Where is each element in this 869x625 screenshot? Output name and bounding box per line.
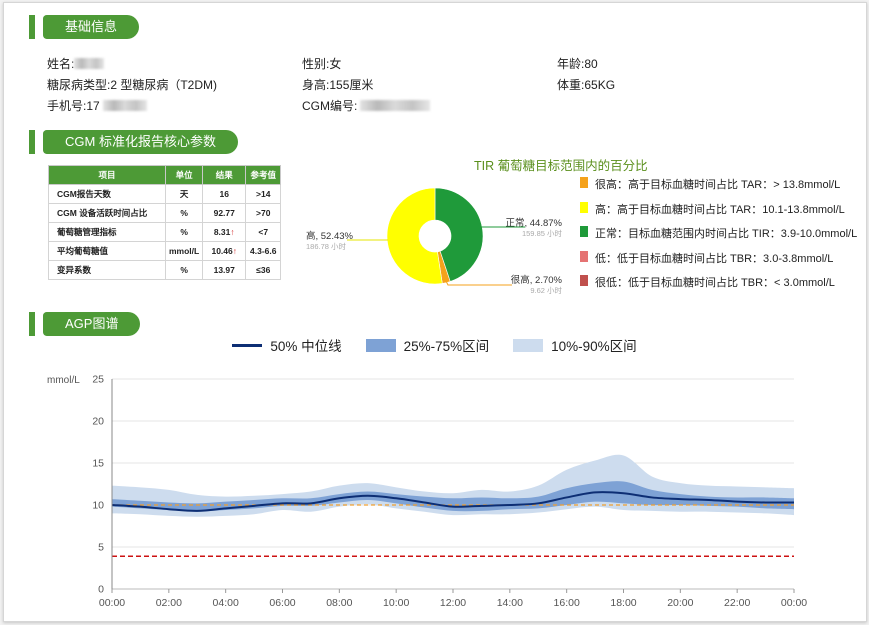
patient-name: 姓名: [47,55,105,72]
patient-phone: 手机号:17 [47,97,147,114]
section-marker [29,130,35,154]
section-agp: AGP图谱 [29,312,141,336]
y-tick-label: 5 [98,542,104,554]
section-core-params: CGM 标准化报告核心参数 [29,130,238,154]
x-tick-label: 10:00 [383,597,409,609]
section-title: AGP图谱 [43,312,141,336]
table-header-row: 项目 单位 结果 参考值 [48,165,282,185]
patient-age: 年龄:80 [557,57,598,71]
x-tick-label: 06:00 [269,597,295,609]
y-tick-label: 0 [98,584,104,596]
legend-item: 高：高于目标血糖时间占比 TAR：10.1-13.8mmol/L [580,201,857,226]
swatch-normal [580,226,588,237]
patient-weight: 体重:65KG [557,78,616,92]
x-tick-label: 00:00 [99,597,125,609]
agp-legend: 50% 中位线 25%-75%区间 10%-90%区间 [0,335,869,355]
redacted-phone [102,100,147,111]
y-axis-unit: mmol/L [47,375,80,386]
legend-item: 很低：低于目标血糖时间占比 TBR：< 3.0mmol/L [580,274,857,299]
y-tick-label: 10 [92,500,104,512]
x-tick-label: 00:00 [781,597,807,609]
x-tick-label: 16:00 [554,597,580,609]
tir-legend: 很高：高于目标血糖时间占比 TAR：> 13.8mmol/L 高：高于目标血糖时… [580,176,857,299]
section-marker [29,312,35,336]
swatch-low [580,250,588,262]
median-swatch [232,343,263,347]
y-tick-label: 15 [92,458,104,470]
swatch-high [580,201,588,213]
legend-item: 很高：高于目标血糖时间占比 TAR：> 13.8mmol/L [580,176,857,201]
cell-unit: % [164,222,204,242]
table-row: 变异系数 % 13.97 ≤36 [48,260,282,280]
x-tick-label: 18:00 [610,597,636,609]
col-result: 结果 [202,165,247,185]
tir-title: TIR 葡萄糖目标范围内的百分比 [474,159,648,173]
section-title: CGM 标准化报告核心参数 [43,130,238,154]
legend-item: 正常：目标血糖范围内时间占比 TIR：3.9-10.0mmol/L [580,225,857,250]
y-tick-label: 25 [92,374,104,386]
p10-90-swatch [513,338,544,352]
cgm-id: CGM编号: [302,97,431,114]
core-params-table: 项目 单位 结果 参考值 CGM报告天数 天 16 >14 CGM 设备活跃时间… [48,165,282,280]
table-row: CGM 设备活跃时间占比 % 92.77 >70 [48,203,282,223]
section-marker [29,15,35,39]
x-tick-label: 02:00 [156,597,182,609]
cell-ref: ≤36 [245,260,282,280]
patient-gender: 性别:女 [302,57,342,71]
legend-p10-90: 10%-90%区间 [513,335,637,355]
up-arrow-icon: ↑ [232,246,237,256]
table-row: CGM报告天数 天 16 >14 [48,184,282,204]
section-basic-info: 基础信息 [29,15,140,39]
legend-item: 低：低于目标血糖时间占比 TBR：3.0-3.8mmol/L [580,250,857,275]
x-tick-label: 08:00 [326,597,352,609]
swatch-very-high [580,177,588,188]
legend-iqr: 25%-75%区间 [365,335,489,355]
cell-unit: % [164,260,204,280]
up-arrow-icon: ↑ [230,227,235,237]
diabetes-type: 糖尿病类型:2 型糖尿病（T2DM) [47,78,218,92]
col-unit: 单位 [164,165,204,185]
patient-height: 身高:155厘米 [302,78,374,92]
x-tick-label: 12:00 [440,597,466,609]
x-tick-label: 20:00 [667,597,693,609]
x-tick-label: 04:00 [213,597,239,609]
swatch-very-low [580,275,588,286]
redacted-name [74,58,105,69]
iqr-swatch [365,338,396,352]
table-row: 葡萄糖管理指标 % 8.31↑ <7 [48,222,282,242]
redacted-cgm-id [360,100,431,111]
section-title: 基础信息 [43,15,140,39]
x-tick-label: 14:00 [497,597,523,609]
median-line [111,491,795,512]
x-tick-label: 22:00 [724,597,750,609]
y-tick-label: 20 [92,416,104,428]
legend-median: 50% 中位线 [232,335,342,355]
